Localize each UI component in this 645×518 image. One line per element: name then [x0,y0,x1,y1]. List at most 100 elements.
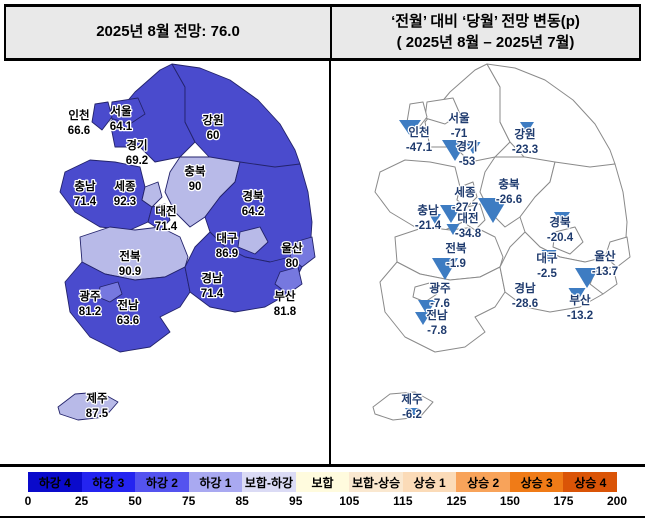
region-value-label: 81.8 [274,306,297,318]
decline-triangle-icon [520,122,534,133]
decline-triangle-icon [446,224,460,235]
region-shape [379,261,506,353]
region-change-label: -6.2 [402,409,422,421]
legend-segment: 보합-하강 [242,472,296,492]
region-name-label: 전북 [445,241,467,255]
region-change-label: -34.8 [455,228,482,240]
region-change-label: -71 [451,128,468,140]
legend-tick-value: 75 [181,494,196,508]
decline-triangle-icon [432,258,458,280]
region-value-label: 81.2 [79,306,101,318]
region-name-label: 서울 [110,104,132,118]
region-change-label: -7.8 [427,325,447,337]
region-shape [184,231,303,313]
region-value-label: 60 [207,130,220,142]
region-value-label: 69.2 [126,155,148,167]
region-shape [237,226,269,255]
region-change-label: -13.7 [592,266,618,278]
region-name-label: 인천 [408,125,429,139]
region-shape [412,281,438,303]
legend-tick-value: 105 [339,494,360,508]
region-change-label: -20.4 [547,232,574,244]
decline-triangle-icon [554,212,570,225]
decline-triangle-icon [418,300,436,315]
region-shape [372,391,434,421]
region-shape [274,266,303,295]
decline-triangle-icon [568,288,586,302]
legend-color-bar: 하강 4 하강 3 하강 2 하강 1 보합-하강 보합 보합-상승 상승 1 상승 2 상승 3… [28,472,618,492]
region-name-label: 경기 [126,138,147,152]
header-left-cell: 2025년 8월 전망: 76.0 [6,7,332,58]
region-name-label: 인천 [68,108,89,122]
region-name-label: 충남 [417,203,439,217]
region-name-label: 광주 [79,290,101,303]
region-name-label: 대전 [155,204,176,218]
decline-triangle-icon [541,250,557,262]
left-map-title: 2025년 8월 전망: 76.0 [96,23,240,41]
legend-segment: 하강 1 [188,472,243,492]
legend-tick-value: 0 [24,494,32,508]
decline-triangle-icon [442,140,468,161]
region-name-label: 전북 [119,249,141,263]
region-shape [147,203,171,231]
choropleth-map-august-outlook: 인천 66.6 서울 64.1 경기 69.2 강원 60 충북 90 세종 92.3 충남 71.4 대전… [57,63,316,421]
legend-tick-value: 50 [128,494,142,508]
region-value-label: 71.4 [74,196,97,208]
region-name-label: 충남 [74,179,96,193]
region-shape [456,181,478,208]
legend-tick-value: 85 [235,494,249,508]
region-change-label: -2.5 [537,268,557,280]
legend-tick-value: 115 [393,494,413,508]
decline-triangle-icon [415,312,431,325]
legend-tick-value: 175 [553,494,574,508]
region-name-label: 대전 [457,211,478,225]
region-name-label: 경북 [242,189,264,203]
region-name-label: 경기 [456,139,477,153]
legend-tick-value: 125 [446,494,467,508]
region-name-label: 경북 [549,215,571,229]
header-row: 2025년 8월 전망: 76.0 ‘전월’ 대비 ‘당월’ 전망 변동(p) … [4,4,641,61]
region-shape [57,391,119,421]
region-value-label: 64.2 [242,206,264,218]
region-value-label: 66.6 [68,125,90,137]
region-shape [59,159,153,231]
right-map-title-line2: ( 2025년 8월 – 2025년 7월) [396,33,575,51]
legend-tick-value: 95 [289,494,303,508]
region-change-label: -27.7 [452,202,478,214]
region-shape [462,203,486,231]
region-name-label: 강원 [514,127,535,141]
region-shape [486,63,616,170]
region-shape [171,63,301,170]
region-value-label: 90 [189,181,202,193]
region-shape [91,101,113,131]
region-value-label: 90.9 [119,266,141,278]
legend-segment: 상승 2 [456,472,510,492]
region-shape [604,236,631,268]
region-name-label: 광주 [429,282,451,295]
region-change-label: -23.3 [512,144,538,156]
right-map-title-line1: ‘전월’ 대비 ‘당월’ 전망 변동(p) [391,13,580,31]
region-name-label: 충북 [498,177,520,191]
legend: 하강 4 하강 3 하강 2 하강 1 보합-하강 보합 보합-상승 상승 1 상승 2 상승 3… [0,464,645,518]
region-name-label: 부산 [569,293,591,307]
region-value-label: 87.5 [86,408,109,420]
decline-triangle-icon [575,268,599,288]
region-name-label: 부산 [274,289,296,303]
region-name-label: 세종 [454,185,476,199]
legend-tick-value: 150 [499,494,520,508]
region-name-label: 강원 [202,113,223,127]
region-change-label: -7.6 [430,298,450,310]
region-value-label: 92.3 [114,196,136,208]
decline-triangle-icon [465,142,481,154]
region-name-label: 울산 [594,249,616,263]
decline-triangle-icon [478,198,508,223]
region-change-label: -26.6 [496,194,522,206]
panel-divider [329,58,331,464]
region-name-label: 제주 [86,391,108,405]
region-name-label: 울산 [281,241,303,255]
header-right-cell: ‘전월’ 대비 ‘당월’ 전망 변동(p) ( 2025년 8월 – 2025년… [332,7,639,58]
decline-triangle-icon [405,408,419,419]
region-value-label: 86.9 [216,248,238,260]
